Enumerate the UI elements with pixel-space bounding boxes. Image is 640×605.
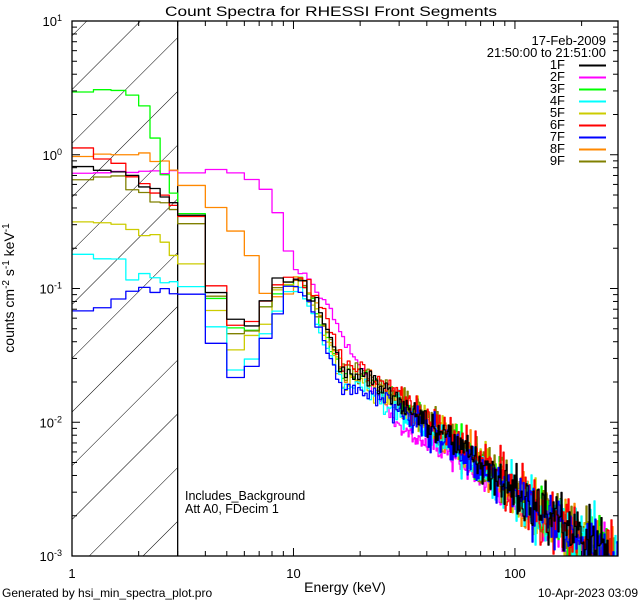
svg-text:9F: 9F bbox=[550, 153, 565, 168]
svg-text:Energy (keV): Energy (keV) bbox=[304, 579, 386, 595]
svg-text:1: 1 bbox=[68, 566, 75, 581]
svg-text:21:50:00 to 21:51:00: 21:50:00 to 21:51:00 bbox=[487, 45, 606, 60]
svg-text:10-Apr-2023 03:09: 10-Apr-2023 03:09 bbox=[538, 586, 638, 600]
svg-text:Count Spectra for RHESSI Front: Count Spectra for RHESSI Front Segments bbox=[165, 4, 497, 19]
svg-text:Includes_Background: Includes_Background bbox=[185, 489, 305, 503]
svg-text:100: 100 bbox=[504, 566, 526, 581]
svg-text:Generated by hsi_min_spectra_p: Generated by hsi_min_spectra_plot.pro bbox=[2, 586, 212, 600]
svg-text:10: 10 bbox=[286, 566, 300, 581]
svg-text:Att A0, FDecim 1: Att A0, FDecim 1 bbox=[185, 502, 279, 516]
